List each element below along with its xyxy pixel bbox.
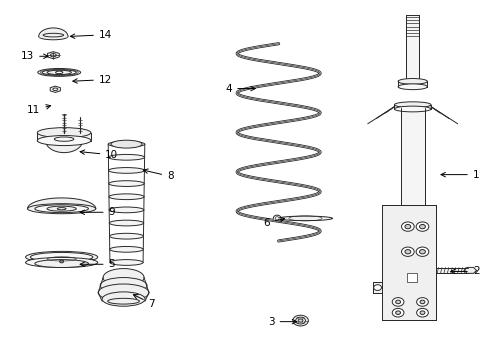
Text: 6: 6: [263, 217, 284, 228]
Ellipse shape: [275, 217, 279, 220]
Ellipse shape: [102, 292, 145, 306]
Circle shape: [60, 260, 63, 263]
Circle shape: [391, 298, 403, 306]
Ellipse shape: [35, 260, 88, 267]
Polygon shape: [382, 205, 435, 320]
Polygon shape: [50, 86, 60, 93]
Polygon shape: [27, 198, 96, 209]
Ellipse shape: [110, 260, 143, 265]
Circle shape: [395, 311, 400, 315]
Polygon shape: [39, 28, 68, 37]
Ellipse shape: [109, 233, 143, 239]
Ellipse shape: [57, 208, 66, 210]
Ellipse shape: [38, 68, 81, 76]
Text: 9: 9: [80, 207, 115, 217]
Text: 12: 12: [73, 75, 112, 85]
Text: 11: 11: [27, 105, 50, 115]
Ellipse shape: [109, 194, 144, 199]
Ellipse shape: [108, 154, 144, 160]
Ellipse shape: [394, 102, 430, 108]
Polygon shape: [394, 105, 430, 109]
Ellipse shape: [35, 205, 88, 213]
Ellipse shape: [25, 251, 98, 263]
Text: 1: 1: [440, 170, 478, 180]
Ellipse shape: [109, 220, 143, 226]
Circle shape: [415, 247, 428, 256]
Ellipse shape: [109, 207, 143, 213]
Text: 7: 7: [133, 294, 155, 309]
Text: 13: 13: [21, 51, 48, 61]
Ellipse shape: [25, 257, 98, 267]
Circle shape: [416, 309, 427, 317]
Circle shape: [373, 285, 381, 291]
Ellipse shape: [37, 128, 91, 138]
Circle shape: [419, 300, 424, 304]
Polygon shape: [372, 282, 382, 293]
Ellipse shape: [108, 167, 144, 173]
Ellipse shape: [56, 71, 63, 74]
Circle shape: [415, 222, 428, 231]
Ellipse shape: [108, 141, 144, 147]
Ellipse shape: [103, 269, 144, 287]
Polygon shape: [37, 133, 91, 140]
Ellipse shape: [43, 33, 63, 37]
Ellipse shape: [108, 181, 144, 186]
Ellipse shape: [298, 319, 303, 322]
Ellipse shape: [111, 140, 142, 148]
Polygon shape: [47, 51, 59, 59]
Ellipse shape: [37, 135, 91, 145]
Ellipse shape: [42, 70, 76, 75]
Ellipse shape: [295, 317, 305, 324]
Ellipse shape: [47, 70, 71, 75]
Ellipse shape: [47, 206, 76, 211]
Ellipse shape: [54, 137, 74, 141]
Ellipse shape: [397, 78, 427, 84]
Circle shape: [419, 249, 425, 254]
Text: 4: 4: [225, 84, 255, 94]
Circle shape: [401, 247, 413, 256]
Ellipse shape: [397, 84, 427, 90]
Ellipse shape: [394, 106, 430, 112]
Ellipse shape: [100, 278, 147, 293]
Ellipse shape: [53, 88, 58, 90]
Polygon shape: [397, 81, 427, 87]
Circle shape: [404, 249, 410, 254]
Circle shape: [391, 309, 403, 317]
Ellipse shape: [98, 284, 149, 301]
Polygon shape: [45, 140, 82, 153]
Circle shape: [419, 225, 425, 229]
Circle shape: [404, 225, 410, 229]
Polygon shape: [400, 108, 424, 205]
Text: 3: 3: [267, 317, 296, 327]
Circle shape: [419, 311, 424, 315]
Circle shape: [401, 222, 413, 231]
Ellipse shape: [109, 247, 143, 252]
Ellipse shape: [273, 215, 281, 222]
Ellipse shape: [39, 33, 68, 40]
Ellipse shape: [50, 54, 56, 57]
Polygon shape: [278, 216, 331, 221]
Text: 10: 10: [80, 150, 118, 160]
Ellipse shape: [292, 315, 308, 326]
Ellipse shape: [30, 252, 93, 262]
Ellipse shape: [107, 298, 139, 304]
Ellipse shape: [27, 204, 96, 214]
Text: 2: 2: [450, 266, 478, 276]
Polygon shape: [463, 267, 476, 273]
Text: 8: 8: [143, 169, 173, 181]
Circle shape: [416, 298, 427, 306]
Polygon shape: [435, 267, 467, 273]
Text: 5: 5: [80, 259, 115, 269]
Text: 14: 14: [70, 30, 112, 40]
Circle shape: [395, 300, 400, 304]
Polygon shape: [406, 273, 416, 282]
Ellipse shape: [30, 256, 93, 266]
Polygon shape: [406, 15, 418, 80]
